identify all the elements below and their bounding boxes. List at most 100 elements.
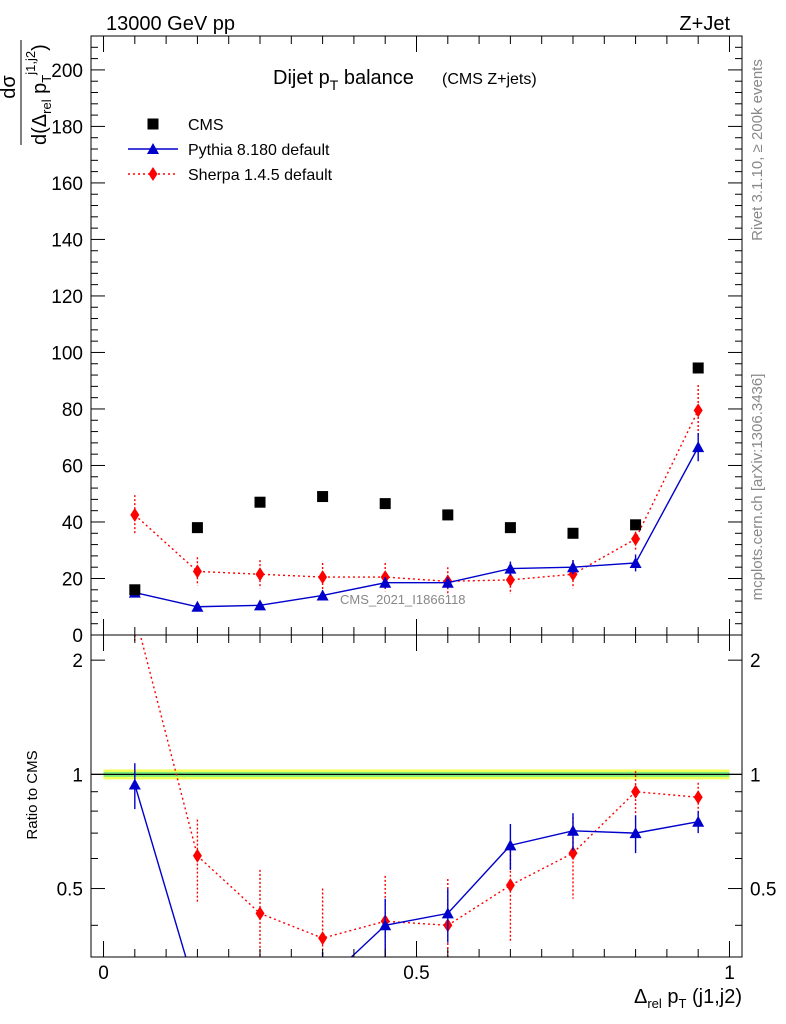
ratio-ylabel: Ratio to CMS [24, 750, 41, 839]
analysis-label: CMS_2021_I1866118 [340, 592, 466, 607]
ratio-series [128, 763, 705, 957]
ratio-marker [379, 919, 392, 931]
legend-label: CMS [188, 117, 224, 134]
ratio-marker [192, 848, 202, 863]
main-ytick-label: 100 [51, 343, 83, 364]
main-title-tail: balance [338, 67, 414, 89]
main-marker [192, 564, 202, 579]
main-ytick-label: 200 [51, 61, 83, 82]
main-ytick-label: 120 [51, 287, 83, 308]
main-ylabel-den: d(Δrel pTj1,j2) [23, 44, 54, 145]
legend-marker [148, 167, 158, 181]
ratio-marker [629, 827, 642, 839]
main-title-note: (CMS Z+jets) [442, 71, 537, 88]
legend: CMS Pythia 8.180 default Sherpa 1.4.5 defa… [128, 117, 333, 184]
main-title-main: Dijet p [273, 67, 330, 89]
ratio-marker [318, 931, 328, 946]
ratio-ytick-label: 2 [72, 651, 83, 672]
ratio-marker [566, 824, 579, 836]
main-marker [566, 561, 579, 573]
main-ytick-label: 20 [62, 569, 83, 590]
ratio-ticks: 0.5 0.5 1 1 2 2 0 0.5 1 [57, 635, 776, 984]
main-title: Dijet pT balance [273, 67, 414, 93]
main-ytick-label: 80 [62, 400, 83, 421]
main-ytick-label: 140 [51, 230, 83, 251]
legend-marker [147, 118, 159, 130]
main-title-sub: T [330, 77, 339, 93]
legend-symbol [147, 118, 159, 130]
ratio-marker [568, 846, 578, 861]
main-marker [254, 599, 267, 611]
main-ytick-label: 0 [72, 626, 83, 647]
mcplots-label: mcplots.cern.ch [arXiv:1306.3436] [749, 374, 766, 601]
ratio-xtick-label: 0.5 [403, 963, 429, 984]
header-right: Z+Jet [679, 13, 730, 35]
ratio-marker [505, 878, 515, 893]
main-ytick-label: 60 [62, 456, 83, 477]
rivet-label: Rivet 3.1.10, ≥ 200k events [749, 59, 766, 241]
legend-symbol [128, 143, 178, 154]
legend-label: Sherpa 1.4.5 default [188, 167, 333, 184]
main-marker [191, 522, 203, 534]
main-marker [379, 576, 392, 588]
ratio-marker [128, 778, 141, 790]
main-marker [505, 572, 515, 587]
ratio-ytick-label: 1 [72, 765, 83, 786]
ratio-band [91, 769, 742, 780]
ratio-series-layer [128, 635, 705, 957]
ratio-marker [692, 815, 705, 827]
main-marker [379, 498, 391, 510]
main-marker [567, 527, 579, 539]
main-ylabel: dσ d(Δrel pTj1,j2) [0, 40, 54, 145]
main-series [128, 432, 705, 612]
main-marker [692, 441, 705, 453]
main-marker [631, 531, 641, 546]
main-ytick-label: 180 [51, 117, 83, 138]
legend-marker [147, 143, 159, 154]
main-marker [441, 576, 454, 588]
main-marker [318, 570, 328, 585]
ratio-ytick-label-right: 0.5 [750, 880, 776, 901]
ratio-panel: 0.5 0.5 1 1 2 2 0 0.5 1 Ratio to CMS Δrel pT (j1… [24, 634, 776, 1011]
ratio-xtick-label: 0 [98, 963, 109, 984]
main-marker [316, 589, 329, 601]
main-ticks: 0 20 40 60 80 100 120 140 160 180 200 [51, 35, 742, 647]
main-marker [504, 562, 517, 574]
ratio-series-line [134, 784, 699, 957]
ratio-xtick-label: 1 [724, 963, 735, 984]
main-marker [254, 496, 266, 508]
main-series-layer [128, 362, 705, 612]
main-series [129, 362, 704, 596]
ratio-marker [504, 839, 517, 851]
ratio-marker [441, 907, 454, 919]
main-marker [504, 522, 516, 534]
main-marker [693, 403, 703, 418]
ratio-marker [693, 790, 703, 805]
header-left: 13000 GeV pp [106, 13, 235, 35]
main-ylabel-num: dσ [0, 75, 20, 99]
ratio-xlabel: Δrel pT (j1,j2) [634, 986, 742, 1011]
main-ytick-label: 40 [62, 513, 83, 534]
main-series [130, 384, 703, 596]
ratio-frame [90, 634, 743, 958]
main-marker [129, 584, 141, 596]
main-marker [255, 567, 265, 582]
main-marker [130, 507, 140, 522]
ratio-series [134, 635, 703, 957]
main-marker [317, 491, 329, 503]
ratio-marker [631, 784, 641, 799]
main-marker [629, 556, 642, 568]
ratio-marker [255, 906, 265, 921]
main-marker [630, 519, 642, 531]
ratio-ytick-label: 0.5 [57, 880, 83, 901]
main-panel: 0 20 40 60 80 100 120 140 160 180 200 Dijet pT bal… [0, 35, 743, 647]
main-marker [442, 509, 454, 521]
main-marker [191, 600, 204, 612]
ratio-ytick-label-right: 1 [750, 765, 761, 786]
main-series-line [134, 410, 699, 583]
main-ytick-label: 160 [51, 174, 83, 195]
legend-label: Pythia 8.180 default [188, 142, 330, 159]
main-series-line [134, 446, 699, 608]
legend-symbol [128, 167, 178, 181]
